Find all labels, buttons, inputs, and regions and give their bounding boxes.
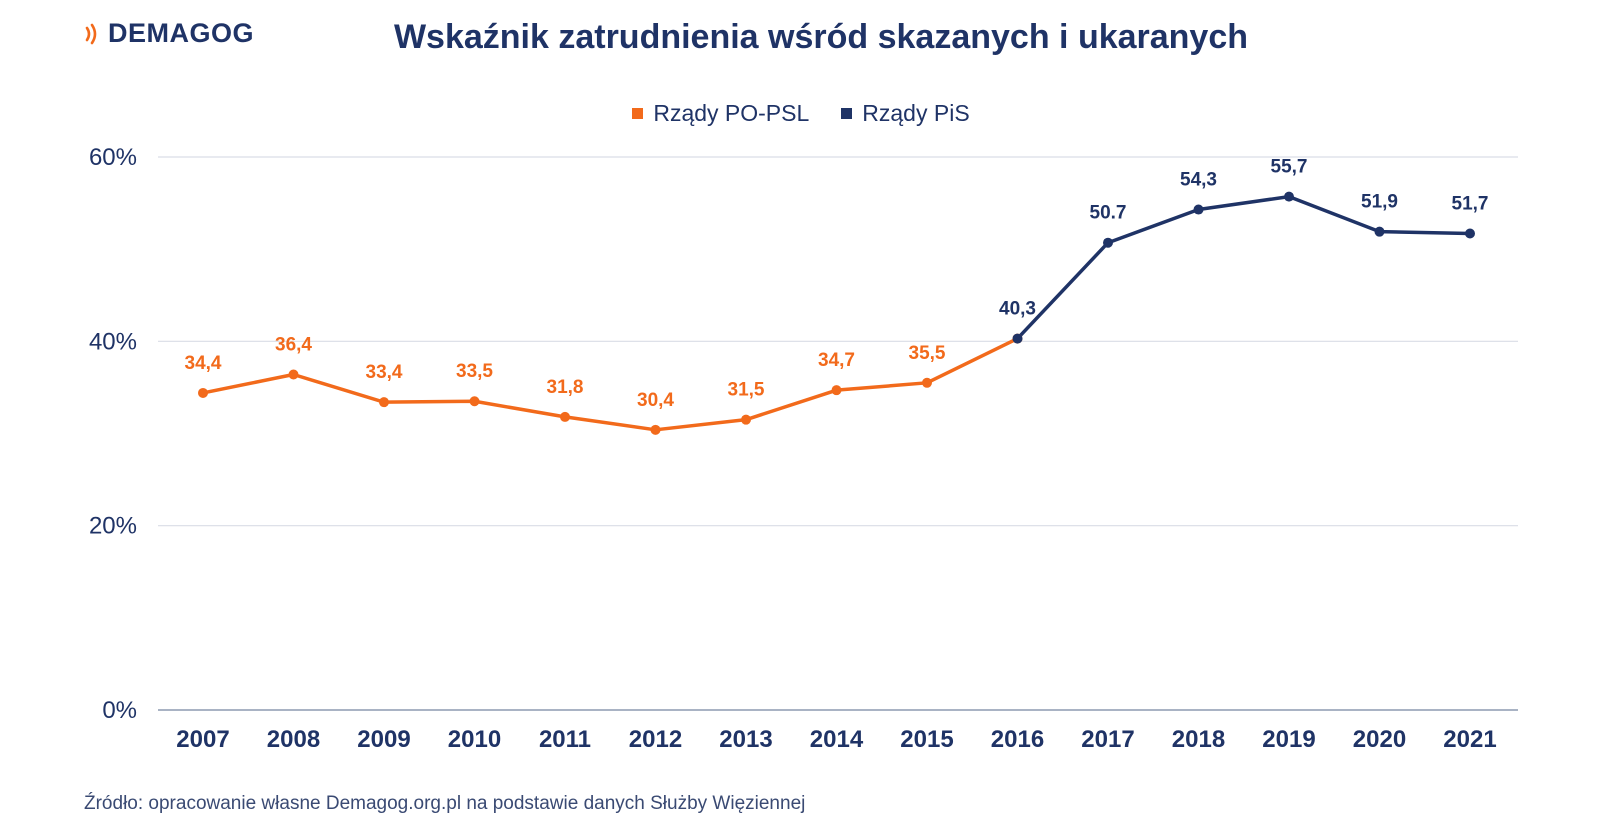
x-tick-label: 2010 (448, 726, 501, 753)
data-label: 40,3 (999, 299, 1036, 320)
x-tick-label: 2016 (991, 726, 1044, 753)
x-tick-label: 2007 (176, 726, 229, 753)
data-point (922, 377, 932, 388)
data-point (288, 369, 299, 380)
legend-item-pis: Rządy PiS (841, 100, 970, 127)
data-point (198, 387, 208, 398)
x-tick-label: 2012 (629, 726, 682, 753)
brand-logo: DEMAGOG (84, 18, 254, 49)
x-tick-label: 2019 (1262, 726, 1315, 753)
logo-text: DEMAGOG (108, 18, 255, 48)
data-point (741, 414, 751, 425)
sound-waves-icon (85, 23, 97, 44)
y-tick-label: 20% (89, 513, 137, 540)
x-tick-label: 2009 (357, 726, 410, 753)
x-tick-label: 2015 (900, 726, 953, 753)
data-label: 33,5 (456, 361, 493, 382)
data-point (379, 397, 389, 408)
data-label: 30,4 (637, 390, 674, 411)
x-tick-label: 2014 (810, 726, 864, 753)
legend-swatch-po-psl (632, 108, 644, 119)
data-label: 33,4 (366, 362, 403, 383)
data-label: 51,7 (1452, 193, 1489, 214)
data-label: 54,3 (1180, 170, 1217, 191)
data-point (1374, 226, 1385, 237)
data-point (560, 411, 570, 422)
series-line-0 (201, 336, 1020, 432)
data-point (469, 396, 480, 407)
x-tick-label: 2017 (1081, 726, 1134, 753)
legend-label-po-psl: Rządy PO-PSL (653, 100, 810, 126)
data-label: 34,7 (818, 350, 855, 371)
data-label: 31,8 (547, 377, 584, 398)
y-tick-label: 0% (102, 697, 137, 724)
y-tick-label: 60% (89, 144, 137, 171)
source-note: Źródło: opracowanie własne Demagog.org.p… (84, 793, 806, 814)
x-tick-label: 2018 (1172, 726, 1225, 753)
chart-title: Wskaźnik zatrudnienia wśród skazanych i … (393, 18, 1249, 56)
data-point (650, 424, 661, 435)
y-tick-label: 40% (89, 328, 137, 355)
legend-swatch-pis (841, 108, 853, 119)
series-line-1 (1015, 194, 1472, 341)
x-tick-label: 2013 (719, 726, 772, 753)
data-point (1012, 333, 1023, 344)
x-tick-label: 2008 (267, 726, 320, 753)
legend-item-po-psl: Rządy PO-PSL (632, 100, 809, 127)
data-point (1193, 204, 1204, 215)
data-label: 36,4 (275, 335, 312, 356)
data-label: 34,4 (185, 353, 222, 374)
data-label: 50.7 (1090, 203, 1127, 224)
x-tick-label: 2020 (1353, 726, 1406, 753)
x-tick-label: 2021 (1443, 726, 1496, 753)
data-point (831, 385, 842, 396)
data-label: 31,5 (728, 380, 765, 401)
chart-legend: Rządy PO-PSL Rządy PiS (0, 100, 1602, 127)
x-tick-label: 2011 (539, 726, 591, 753)
data-label: 55,7 (1271, 157, 1308, 178)
data-point (1465, 228, 1475, 239)
data-point (1103, 237, 1113, 248)
data-label: 51,9 (1361, 192, 1398, 213)
data-point (1284, 191, 1294, 202)
legend-label-pis: Rządy PiS (862, 100, 970, 126)
data-label: 35,5 (909, 343, 946, 364)
